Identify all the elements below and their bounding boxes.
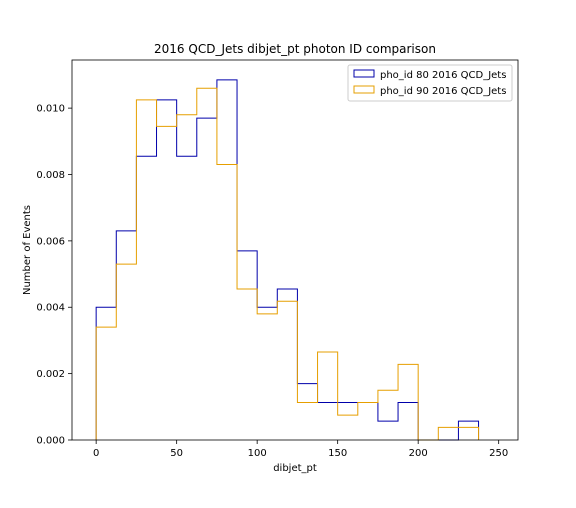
x-tick-label: 150 [328,448,347,459]
x-tick-label: 250 [489,448,508,459]
series-1-step-line [95,87,480,441]
axes-frame [71,59,519,441]
y-tick-label: 0.010 [36,104,65,115]
x-axis-label: dibjet_pt [273,463,317,474]
y-tick-label: 0.006 [36,236,65,247]
x-tick-label: 50 [170,448,183,459]
x-tick-label: 0 [93,448,99,459]
y-axis-label: Number of Events [22,205,33,295]
y-tick-label: 0.002 [36,369,65,380]
x-axis-ticks: 0 50 100 150 200 250 [93,440,508,459]
legend: pho_id 80 2016 QCD_Jets pho_id 90 2016 Q… [347,64,513,102]
y-axis-ticks: 0.000 0.002 0.004 0.006 0.008 0.010 [36,104,72,447]
legend-label-series-0: pho_id 80 2016 QCD_Jets [380,70,506,81]
series-0-step-line [95,79,480,441]
x-tick-label: 100 [248,448,267,459]
legend-box [347,64,513,102]
legend-label-series-1: pho_id 90 2016 QCD_Jets [380,86,506,97]
series-layer [95,79,480,441]
y-tick-label: 0.000 [36,436,65,447]
legend-swatch-series-1 [353,85,375,94]
y-tick-label: 0.004 [36,303,65,314]
chart-title: 2016 QCD_Jets dibjet_pt photon ID compar… [154,42,436,56]
y-tick-label: 0.008 [36,170,65,181]
x-tick-label: 200 [409,448,428,459]
legend-swatch-series-0 [353,69,375,78]
